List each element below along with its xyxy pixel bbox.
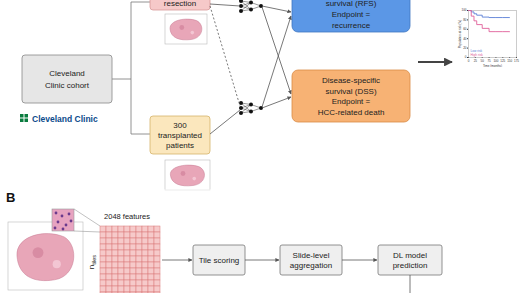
svg-text:survival (RFS): survival (RFS) (326, 0, 377, 8)
svg-text:patients: patients (166, 141, 194, 150)
svg-text:20: 20 (463, 46, 467, 50)
svg-text:100: 100 (493, 59, 498, 63)
svg-text:0: 0 (465, 55, 467, 59)
svg-text:survival (DSS): survival (DSS) (325, 87, 376, 96)
svg-text:25: 25 (474, 59, 478, 63)
svg-text:HCC-related death: HCC-related death (318, 108, 385, 117)
svg-text:Cleveland Clinic: Cleveland Clinic (32, 114, 98, 124)
svg-text:Population at risk (%): Population at risk (%) (458, 20, 462, 49)
svg-text:Disease-specific: Disease-specific (322, 76, 380, 85)
svg-text:Tile scoring: Tile scoring (199, 256, 240, 265)
svg-text:150: 150 (507, 59, 512, 63)
svg-text:Low risk: Low risk (470, 48, 483, 53)
svg-text:Cleveland: Cleveland (49, 69, 85, 78)
svg-text:Clinic cohort: Clinic cohort (45, 81, 90, 90)
svg-text:Time (months): Time (months) (483, 64, 502, 68)
svg-text:50: 50 (481, 59, 485, 63)
svg-text:2048 features: 2048 features (104, 212, 150, 221)
svg-text:High risk: High risk (471, 53, 484, 57)
svg-text:ntiles: ntiles (87, 255, 97, 269)
svg-text:DL model: DL model (393, 251, 427, 260)
svg-text:Endpoint =: Endpoint = (332, 97, 371, 106)
svg-text:75: 75 (487, 59, 491, 63)
svg-text:60: 60 (463, 27, 467, 31)
svg-text:Slide-level: Slide-level (293, 251, 330, 260)
svg-text:100: 100 (461, 8, 466, 12)
svg-text:0: 0 (468, 59, 470, 63)
svg-text:B: B (6, 190, 15, 205)
svg-text:transplanted: transplanted (158, 131, 202, 140)
svg-text:recurrence: recurrence (332, 21, 371, 30)
svg-text:40: 40 (463, 37, 467, 41)
svg-text:125: 125 (500, 59, 505, 63)
svg-text:175: 175 (514, 59, 519, 63)
svg-text:aggregation: aggregation (290, 261, 332, 270)
svg-text:300: 300 (173, 121, 187, 130)
svg-text:80: 80 (463, 18, 467, 22)
svg-text:prediction: prediction (393, 261, 428, 270)
svg-text:Endpoint =: Endpoint = (332, 10, 371, 19)
svg-text:resection: resection (164, 0, 196, 8)
